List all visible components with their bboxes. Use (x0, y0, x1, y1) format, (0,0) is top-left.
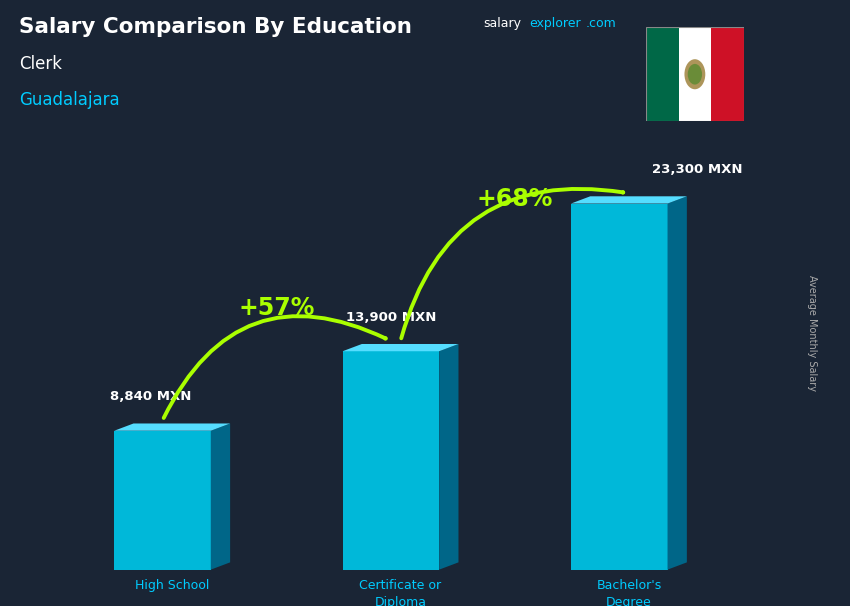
Bar (646, 27, 678, 121)
Text: High School: High School (135, 579, 209, 591)
FancyArrowPatch shape (401, 189, 623, 338)
Text: 13,900 MXN: 13,900 MXN (346, 311, 436, 324)
Bar (0, 303, 395, 333)
Bar (0, 152, 395, 182)
Bar (0, 182, 395, 212)
Bar (0, 333, 395, 364)
Text: salary: salary (483, 17, 521, 30)
Text: +57%: +57% (239, 296, 314, 321)
Bar (0, 273, 395, 303)
Bar (0, 0, 395, 30)
Polygon shape (114, 424, 230, 431)
Text: Average Monthly Salary: Average Monthly Salary (807, 275, 817, 391)
Bar (0, 121, 395, 152)
Bar (0, 364, 395, 394)
Text: Clerk: Clerk (20, 55, 62, 73)
Bar (571, 204, 667, 570)
Circle shape (684, 59, 705, 89)
Text: .com: .com (586, 17, 616, 30)
Polygon shape (571, 196, 687, 204)
Bar (0, 515, 395, 545)
Bar (0, 61, 395, 91)
Text: Salary Comparison By Education: Salary Comparison By Education (20, 17, 412, 37)
Polygon shape (667, 196, 687, 570)
Bar (0, 545, 395, 576)
Text: Certificate or
Diploma: Certificate or Diploma (360, 579, 442, 606)
Bar (0, 454, 395, 485)
Bar (0, 424, 395, 454)
Text: Bachelor's
Degree: Bachelor's Degree (596, 579, 661, 606)
Text: +68%: +68% (477, 187, 552, 210)
Bar (343, 351, 439, 570)
FancyArrowPatch shape (164, 316, 386, 418)
Bar (0, 485, 395, 515)
Bar (0, 576, 395, 606)
Circle shape (688, 64, 702, 85)
Text: 8,840 MXN: 8,840 MXN (110, 390, 191, 404)
Bar (678, 27, 711, 121)
Bar (114, 431, 211, 570)
Bar (0, 212, 395, 242)
Bar (0, 91, 395, 121)
Bar (0, 394, 395, 424)
Polygon shape (343, 344, 458, 351)
Polygon shape (439, 344, 458, 570)
Text: Guadalajara: Guadalajara (20, 91, 120, 109)
Bar (0, 30, 395, 61)
Bar (711, 27, 744, 121)
Bar (0, 242, 395, 273)
Text: explorer: explorer (529, 17, 581, 30)
Polygon shape (211, 424, 230, 570)
Text: 23,300 MXN: 23,300 MXN (652, 163, 742, 176)
